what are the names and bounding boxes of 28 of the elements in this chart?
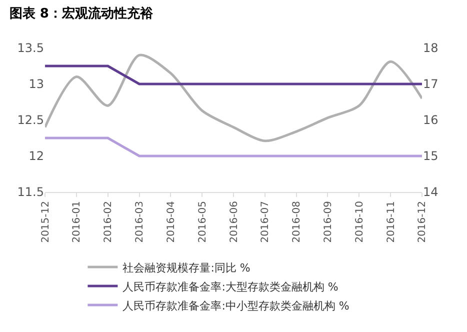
y-tick-label: 13.5 (17, 41, 44, 56)
y2-tick-label: 18 (423, 41, 438, 56)
y-tick-label: 11.5 (17, 185, 44, 200)
x-tick-label: 2016-11 (386, 201, 397, 243)
x-tick-label: 2015-12 (40, 201, 52, 243)
y-tick-label: 13 (28, 77, 44, 92)
x-tick-label: 2016-09 (322, 201, 334, 243)
x-tick-label: 2016-02 (103, 201, 114, 243)
x-tick-label: 2016-12 (417, 201, 428, 243)
y2-tick-label: 17 (423, 77, 438, 92)
y-tick-label: 12.5 (17, 113, 44, 128)
x-tick-label: 2016-03 (134, 201, 146, 243)
x-tick-label: 2016-01 (72, 201, 83, 243)
y2-tick-label: 16 (423, 113, 438, 128)
y2-tick-label: 15 (423, 149, 438, 164)
x-tick-label: 2016-06 (228, 201, 240, 243)
x-tick-label: 2016-04 (166, 201, 177, 243)
x-tick-label: 2016-07 (260, 201, 272, 243)
y-tick-label: 12 (28, 149, 44, 164)
line-series (45, 54, 422, 142)
legend-label: 人民币存款准备金率:大型存款类金融机构 % (122, 280, 338, 294)
x-tick-label: 2016-08 (292, 201, 303, 243)
y2-tick-label: 14 (423, 185, 438, 200)
x-tick-label: 2016-05 (197, 201, 208, 243)
x-tick-label: 2016-10 (354, 201, 366, 243)
legend-label: 社会融资规模存量:同比 % (122, 261, 250, 274)
legend-label: 人民币存款准备金率:中小型存款类金融机构 % (122, 299, 350, 312)
chart-title: 图表 8：宏观流动性充裕 (9, 5, 154, 22)
